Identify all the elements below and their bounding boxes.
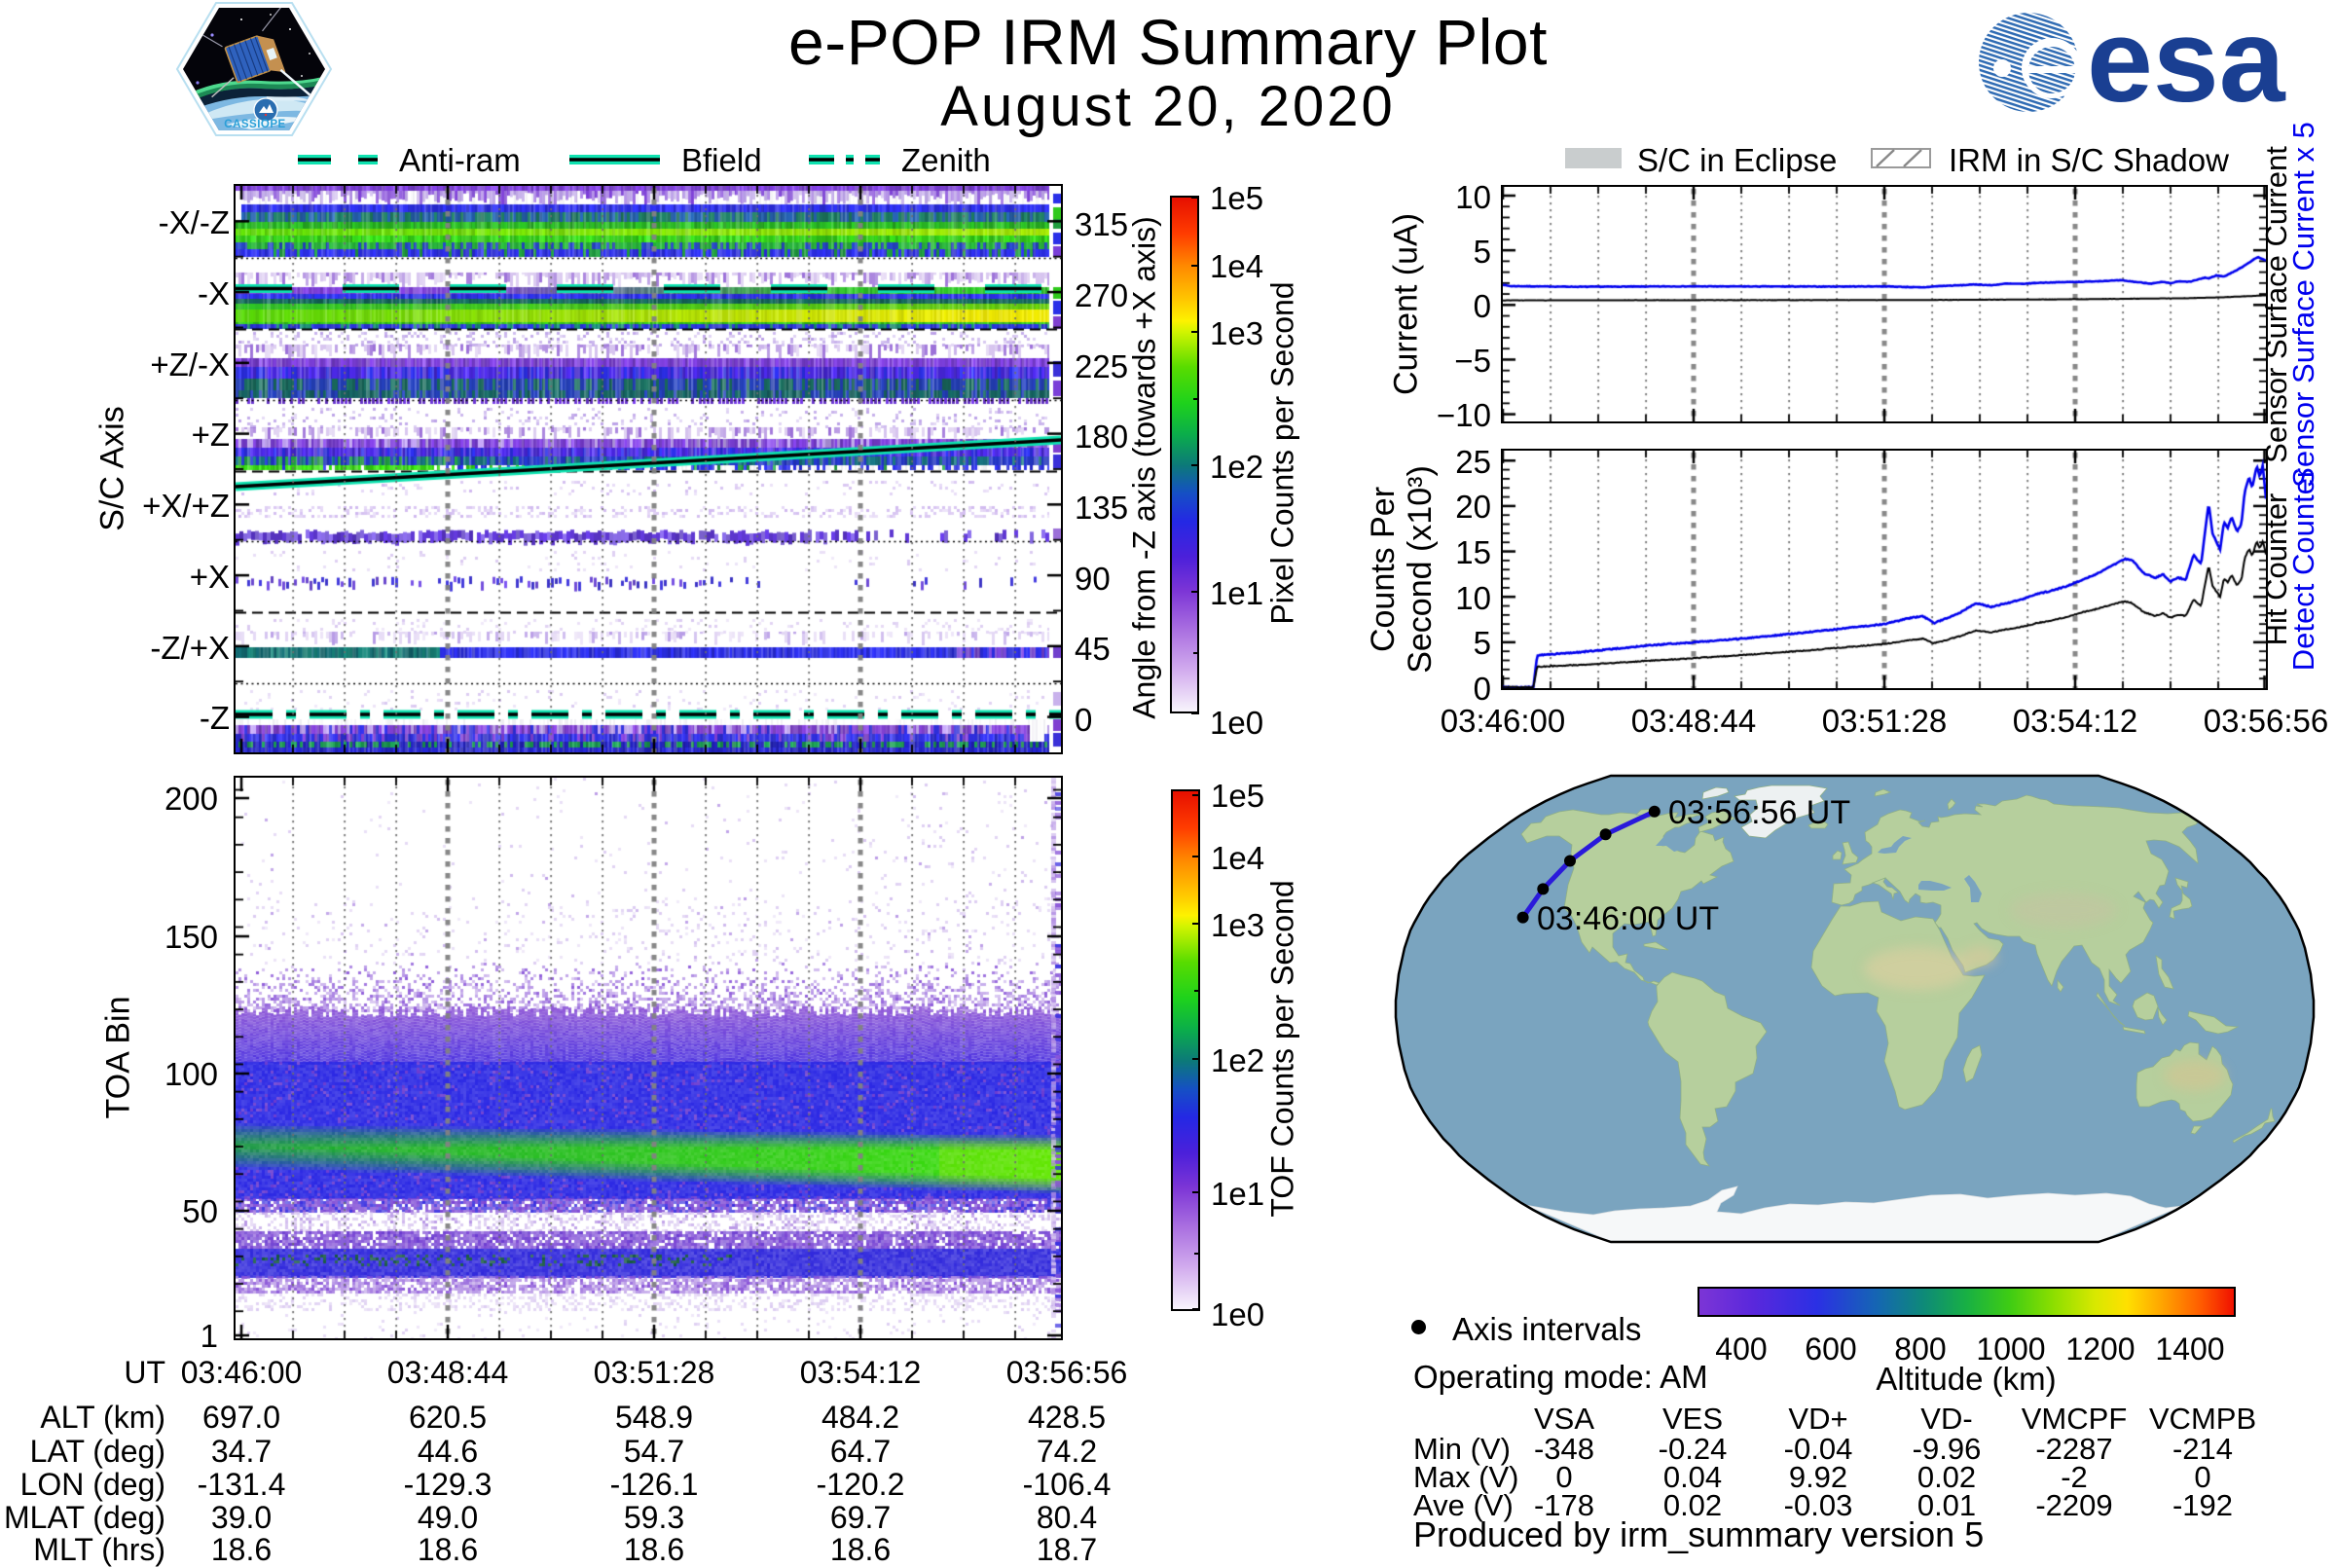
svg-text:esa: esa [2087,8,2286,115]
svg-text:CASSIOPE: CASSIOPE [224,119,285,130]
svg-text:03:46:00 UT: 03:46:00 UT [1537,900,1719,937]
svg-text:Zenith: Zenith [901,144,991,177]
svg-text:03:56:56 UT: 03:56:56 UT [1668,794,1850,831]
svg-text:Anti-ram: Anti-ram [399,144,521,177]
svg-text:Bfield: Bfield [681,144,762,177]
